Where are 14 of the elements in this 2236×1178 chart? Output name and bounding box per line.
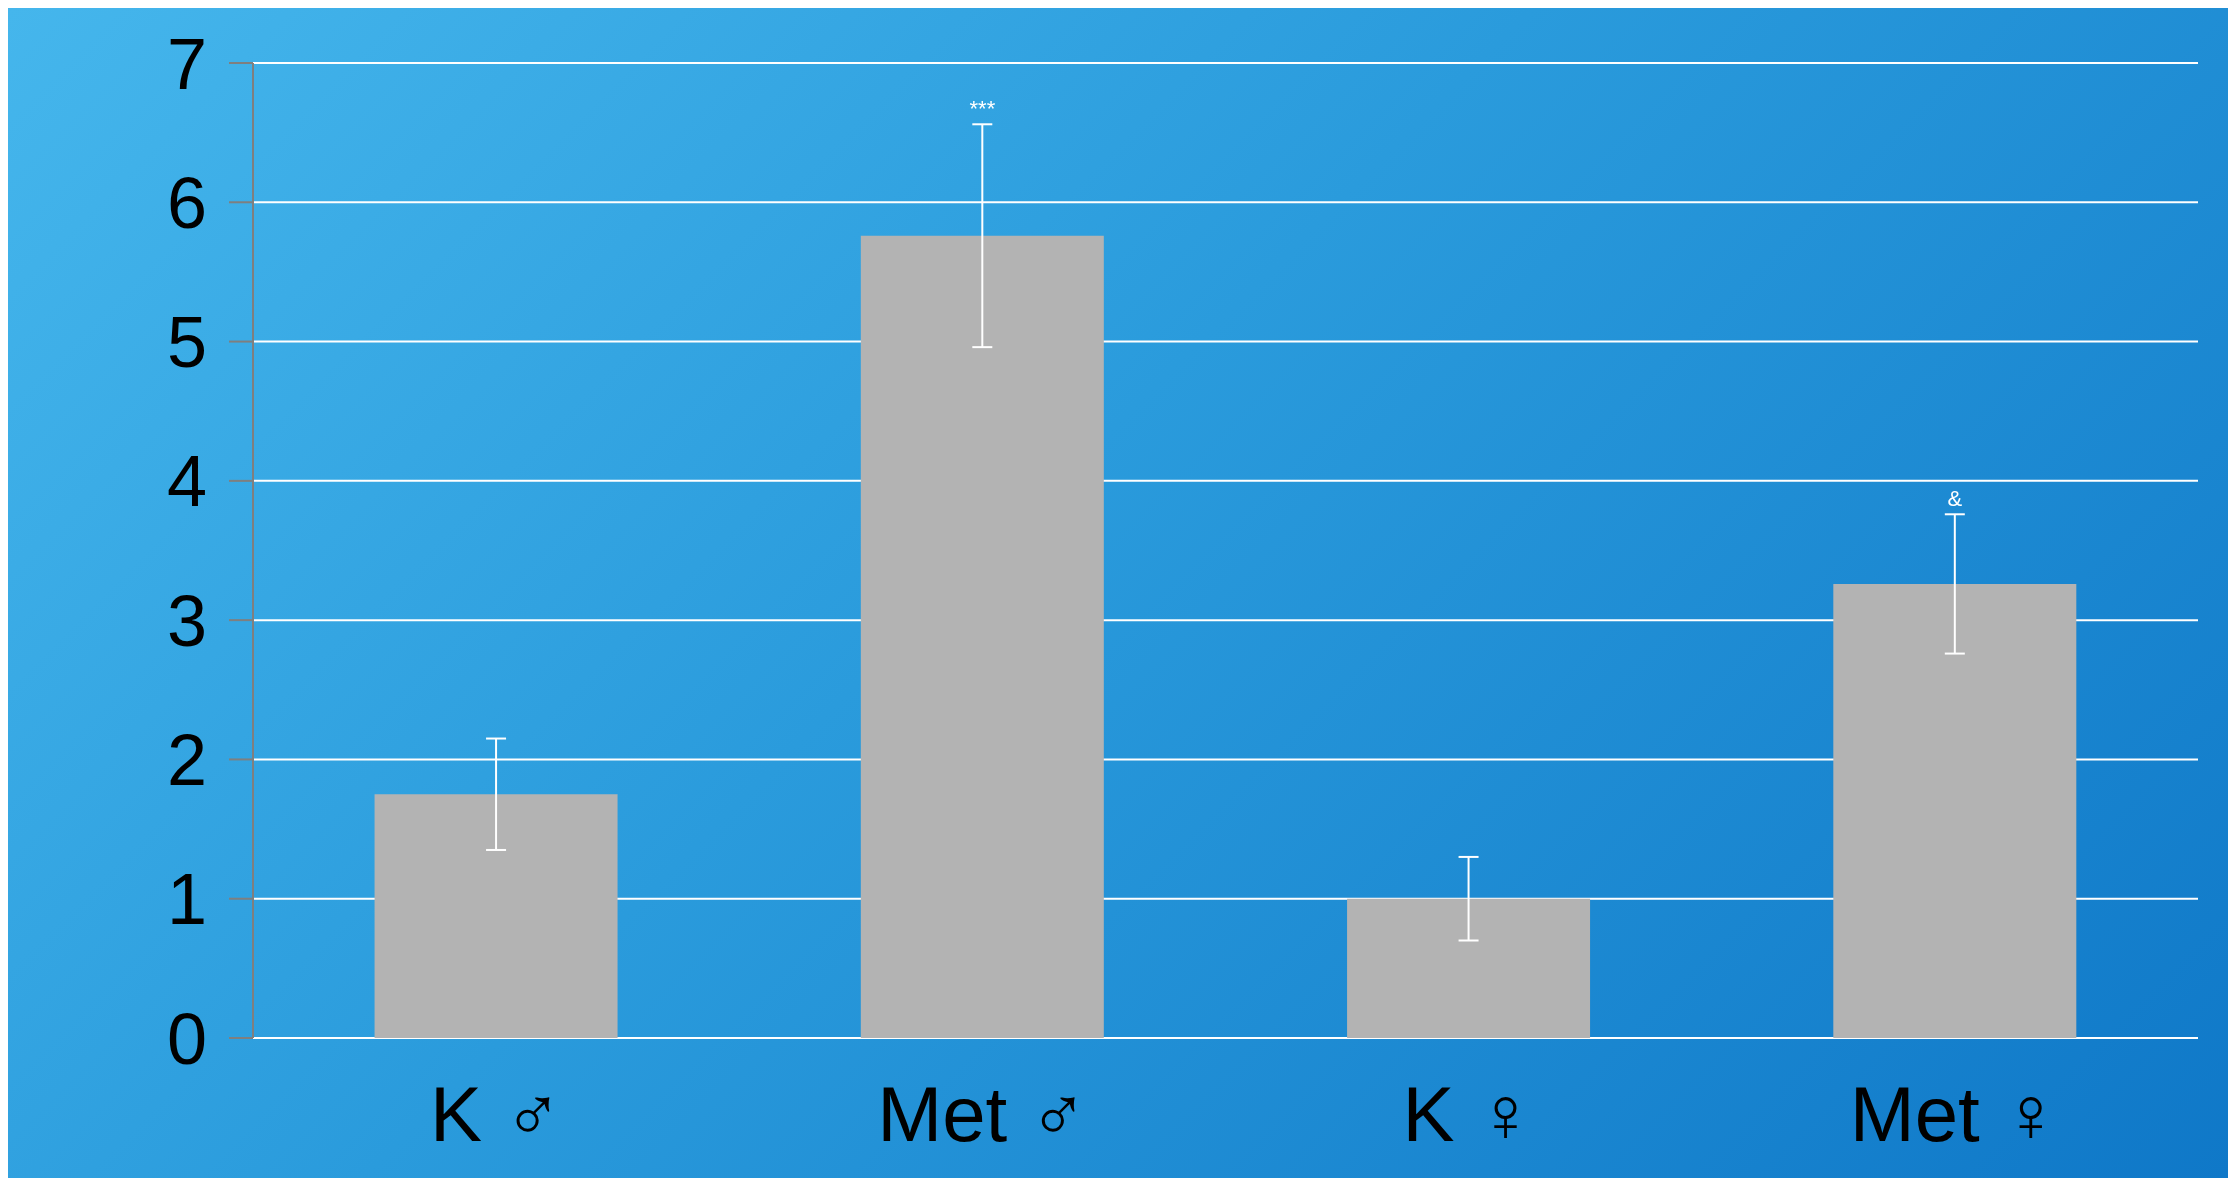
y-tick-label: 4 bbox=[166, 441, 207, 522]
x-tick-label: K ♀ bbox=[1402, 1070, 1535, 1159]
y-tick-label: 6 bbox=[166, 162, 207, 243]
annotation: *** bbox=[969, 96, 996, 122]
y-tick-label: 3 bbox=[166, 580, 207, 661]
annotation: & bbox=[1947, 486, 1963, 512]
y-tick-label: 5 bbox=[166, 302, 207, 383]
x-tick-label: Met ♂ bbox=[877, 1070, 1088, 1159]
y-tick-label: 1 bbox=[166, 859, 207, 940]
x-tick-label: Met ♀ bbox=[1849, 1070, 2060, 1159]
y-tick-label: 0 bbox=[166, 998, 207, 1079]
y-tick-label: 7 bbox=[166, 23, 207, 104]
y-tick-label: 2 bbox=[166, 719, 207, 800]
x-tick-label: K ♂ bbox=[430, 1070, 563, 1159]
